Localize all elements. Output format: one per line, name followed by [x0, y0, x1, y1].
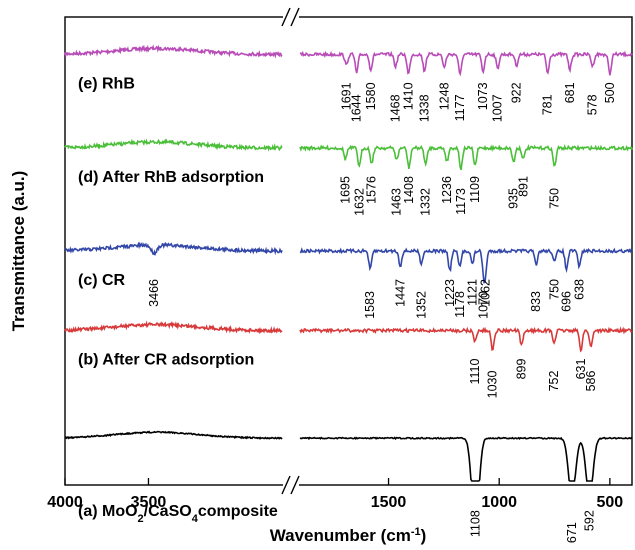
- series-label: (b) After CR adsorption: [78, 352, 254, 369]
- peak-label: 1236: [440, 176, 454, 204]
- peak-label: 1468: [389, 94, 403, 122]
- peak-label: 891: [516, 176, 530, 197]
- peak-label: 1632: [352, 188, 366, 216]
- series-label-part: 2: [138, 513, 144, 525]
- axis-break-slash: [290, 7, 300, 27]
- peak-label: 592: [583, 510, 597, 531]
- peak-label: 578: [586, 94, 600, 115]
- series-label-part: 4: [192, 513, 199, 525]
- peak-label: 1410: [401, 82, 415, 110]
- series-line-left: [64, 44, 283, 59]
- axis-break-marks: [281, 7, 300, 495]
- peak-label: 500: [603, 82, 617, 103]
- peak-label: 1576: [365, 176, 379, 204]
- peak-label: 1109: [468, 176, 482, 203]
- peak-label: 3466: [147, 279, 161, 307]
- peak-label: 1030: [486, 371, 500, 399]
- series-label-part: composite: [198, 503, 278, 520]
- peak-label: 1644: [350, 94, 364, 122]
- peak-label: 1007: [491, 94, 505, 122]
- peak-label: 1691: [339, 82, 353, 110]
- x-tick-label: 500: [597, 494, 624, 511]
- peak-label: 1338: [417, 94, 431, 122]
- peak-label: 935: [507, 188, 521, 209]
- peak-label: 833: [529, 291, 543, 312]
- x-axis-title-tail: ): [421, 526, 427, 545]
- x-tick-label: 1000: [481, 494, 517, 511]
- peak-label: 1352: [414, 291, 428, 319]
- series-line-left: [64, 241, 283, 257]
- peak-label: 752: [547, 371, 561, 392]
- x-axis-title-sup: -1: [411, 526, 421, 538]
- series-traces: [64, 44, 633, 482]
- series-label: (a) MoO2/CaSO4composite: [78, 503, 278, 525]
- peak-label: 671: [565, 522, 579, 543]
- series-label: (e) RhB: [78, 75, 135, 92]
- peak-label: 1695: [338, 176, 352, 204]
- x-tick-label: 3500: [131, 494, 167, 511]
- series-line-right: [299, 436, 633, 482]
- series-label-part: (a) MoO: [78, 503, 138, 520]
- peak-label: 922: [509, 82, 523, 103]
- axis-break-slash: [290, 475, 300, 495]
- peak-label: 638: [572, 279, 586, 300]
- axis-break-gap-bottom: [283, 481, 299, 489]
- peak-label: 1178: [453, 291, 467, 318]
- peak-label: 1121: [465, 279, 479, 306]
- peak-label: 1108: [468, 510, 482, 537]
- series-line-left: [64, 320, 283, 335]
- peak-label: 631: [574, 359, 588, 380]
- peak-label: 696: [559, 291, 573, 312]
- peak-label: 681: [563, 82, 577, 103]
- series-line-right: [299, 50, 633, 77]
- x-axis-title-main: Wavenumber (cm: [270, 526, 411, 545]
- x-tick-label: 1500: [371, 494, 407, 511]
- peak-label: 899: [515, 359, 529, 380]
- x-axis-title: Wavenumber (cm-1): [270, 526, 427, 545]
- peak-label: 1463: [390, 188, 404, 216]
- peak-label: 1580: [364, 82, 378, 110]
- peak-label: 1073: [476, 82, 490, 110]
- axis-break-slash: [281, 7, 291, 27]
- axis-break-gap-top: [283, 13, 299, 21]
- peak-label: 1177: [453, 94, 467, 121]
- peak-label: 1332: [419, 188, 433, 216]
- series-line-left: [64, 138, 283, 152]
- y-axis-title: Transmittance (a.u.): [9, 171, 28, 332]
- peak-label: 1408: [402, 176, 416, 204]
- peak-label: 1447: [393, 279, 407, 307]
- peak-label: 781: [541, 94, 555, 115]
- peak-label: 1062: [478, 279, 492, 307]
- peak-label: 1583: [363, 291, 377, 319]
- x-axis-ticks: 4000 3500 1500 1000 500: [47, 478, 623, 511]
- peak-label: 586: [584, 371, 598, 392]
- axis-break-slash: [281, 475, 291, 495]
- peak-label: 1173: [454, 188, 468, 215]
- x-tick-label: 4000: [47, 494, 83, 511]
- peak-label: 750: [548, 188, 562, 209]
- peak-label: 1248: [437, 82, 451, 110]
- peak-label: 1110: [468, 359, 482, 385]
- peak-label: 1070: [477, 291, 491, 319]
- series-line-right: [299, 247, 633, 284]
- series-line-left: [65, 430, 283, 440]
- series-label: (d) After RhB adsorption: [78, 169, 264, 186]
- peak-label: 750: [548, 279, 562, 300]
- series-line-right: [299, 143, 633, 171]
- series-label-part: /CaSO: [144, 503, 192, 520]
- series-line-right: [299, 326, 633, 353]
- plot-frame: [64, 16, 633, 486]
- series-labels: (e) RhB (d) After RhB adsorption (c) CR (b)…: [78, 75, 278, 525]
- peak-label: 1223: [443, 279, 457, 307]
- series-label: (c) CR: [78, 272, 126, 289]
